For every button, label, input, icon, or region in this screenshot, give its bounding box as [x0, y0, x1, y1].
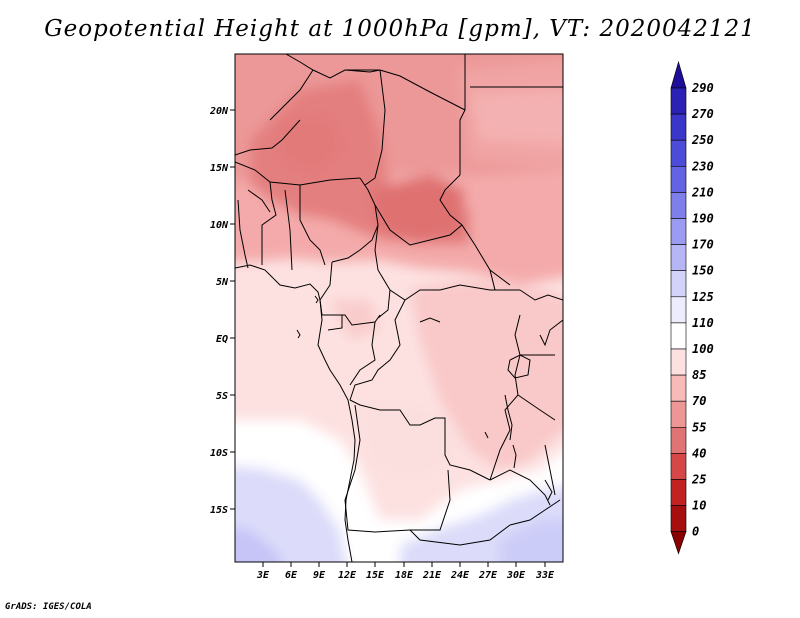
colorbar-label: 210 [691, 185, 714, 199]
colorbar-label: 25 [691, 473, 706, 487]
colorbar-label: 125 [692, 290, 714, 304]
map-frame [234, 53, 564, 563]
lat-tick-label: 10S [210, 448, 228, 459]
lon-tick-label: 3E [256, 570, 270, 581]
colorbar-label: 0 [692, 525, 699, 539]
lat-tick-label: EQ [216, 334, 228, 345]
colorbar-cell [670, 453, 687, 480]
lon-tick-label: 9E [313, 570, 326, 581]
colorbar-cell [670, 166, 687, 193]
colorbar-label: 250 [691, 133, 714, 147]
colorbar-cell [670, 244, 687, 272]
lon-axis: 3E 6E 9E 12E 15E 18E 21E 24E 27E 30E 33E [256, 562, 555, 581]
colorbar-cell [670, 374, 687, 402]
colorbar-label: 290 [691, 81, 714, 95]
colorbar-label: 150 [692, 264, 714, 278]
colorbar-cell [670, 348, 687, 376]
colorbar-label: 70 [692, 394, 706, 408]
colorbar-label: 170 [692, 238, 714, 252]
colorbar-cell [670, 87, 687, 115]
colorbar-label: 190 [692, 212, 714, 226]
colorbar-cell [670, 296, 687, 324]
lon-tick-label: 6E [285, 570, 298, 581]
colorbar-cell [670, 479, 687, 506]
chart-title: Geopotential Height at 1000hPa [gpm], VT… [44, 16, 756, 42]
lat-tick-label: 20N [209, 106, 229, 117]
lat-tick-label: 5S [216, 391, 228, 402]
colorbar-label: 270 [691, 107, 714, 121]
colorbar-cell [670, 505, 687, 533]
colorbar-cell [670, 400, 687, 428]
colorbar-cell [670, 426, 687, 454]
lat-tick-label: 10N [210, 220, 229, 231]
colorbar-cell [670, 139, 687, 167]
lon-tick-label: 21E [422, 570, 442, 581]
lon-tick-label: 27E [478, 570, 498, 581]
colorbar-label: 230 [691, 159, 714, 173]
lat-tick-label: 15S [210, 505, 228, 516]
lon-tick-label: 24E [450, 570, 470, 581]
colorbar-cell [670, 322, 687, 350]
colorbar-cell [670, 192, 687, 219]
height-field [235, 54, 563, 562]
colorbar: 2902702502302101901701501251101008570554… [670, 60, 714, 555]
lon-tick-label: 15E [366, 570, 385, 581]
lon-tick-label: 33E [535, 570, 555, 581]
colorbar-top-arrow [670, 60, 687, 89]
colorbar-cell [670, 218, 687, 245]
colorbar-cell [670, 270, 687, 298]
colorbar-label: 40 [692, 446, 706, 460]
grads-credit: GrADS: IGES/COLA [5, 602, 92, 612]
lat-tick-label: 15N [210, 163, 229, 174]
colorbar-cell [670, 113, 687, 141]
lon-tick-label: 18E [395, 570, 414, 581]
colorbar-bottom-arrow [670, 531, 687, 555]
colorbar-label: 100 [692, 342, 714, 356]
colorbar-label: 85 [692, 368, 706, 382]
lat-tick-label: 5N [216, 277, 229, 288]
lon-tick-label: 30E [506, 570, 526, 581]
colorbar-label: 110 [692, 316, 714, 330]
colorbar-label: 10 [692, 499, 706, 513]
lat-axis: 20N 15N 10N 5N EQ 5S 10S 15S [209, 106, 235, 516]
country-borders [235, 54, 563, 562]
colorbar-label: 55 [692, 420, 706, 434]
lon-tick-label: 12E [338, 570, 357, 581]
